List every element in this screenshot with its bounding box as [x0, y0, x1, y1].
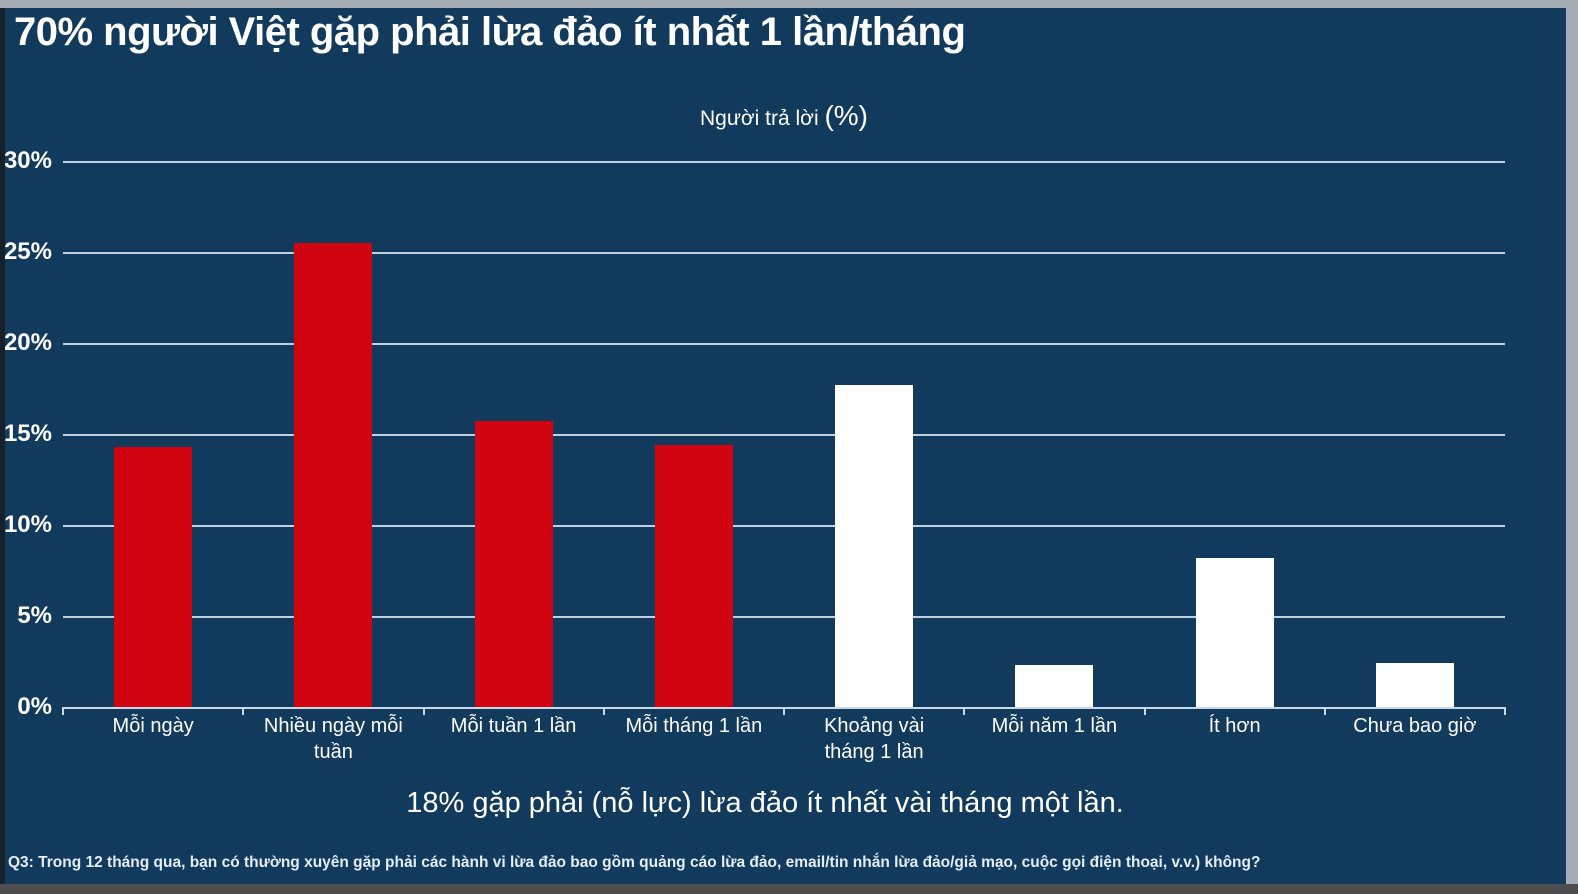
- y-tick-label-10pct: 10%: [3, 511, 52, 538]
- y-tick-label-15pct: 15%: [3, 420, 52, 447]
- x-axis-tick: [242, 707, 245, 715]
- x-category-label-3: Mỗi tuần 1 lần: [450, 715, 577, 737]
- y-tick-label-5pct: 5%: [17, 602, 52, 629]
- x-category-label-4: Mỗi tháng 1 lần: [625, 715, 763, 737]
- x-category-label-6: Mỗi năm 1 lần: [991, 715, 1118, 737]
- y-tick-label-20pct: 20%: [3, 329, 52, 356]
- x-axis-tick: [783, 707, 785, 715]
- y-tick-label-25pct: 25%: [3, 238, 52, 265]
- gridline-5pct: [63, 616, 1505, 618]
- bar-4: [654, 444, 733, 707]
- bar-1: [114, 446, 193, 707]
- footnote-question: Q3: Trong 12 tháng qua, bạn có thường xu…: [8, 854, 1261, 871]
- x-category-label-7: Ít hơn: [1208, 715, 1261, 737]
- x-axis-tick: [963, 707, 966, 715]
- x-axis-tick: [422, 707, 425, 715]
- gridline-15pct: [63, 434, 1505, 436]
- bottom-frame-strip: [0, 884, 1578, 894]
- y-tick-label-30pct: 30%: [3, 147, 52, 174]
- gridline-10pct: [63, 525, 1505, 527]
- bar-2: [294, 242, 373, 707]
- x-axis-tick: [602, 707, 605, 715]
- right-frame-strip: [1566, 0, 1578, 894]
- annotation-text: 18% gặp phải (nỗ lực) lừa đảo ít nhất và…: [406, 787, 1124, 819]
- left-frame-border: [0, 0, 5, 894]
- x-axis-tick: [1323, 707, 1326, 715]
- y-tick-label-0pct: 0%: [17, 693, 52, 720]
- gridline-25pct: [63, 252, 1505, 254]
- bar-7: [1195, 557, 1274, 707]
- x-category-label-2: Nhiều ngày mỗi tuần: [263, 715, 403, 763]
- x-axis-tick: [1143, 707, 1146, 715]
- bar-6: [1015, 665, 1094, 707]
- x-axis-tick: [62, 707, 64, 715]
- gridline-20pct: [63, 343, 1505, 345]
- x-category-label-1: Mỗi ngày: [112, 715, 194, 737]
- bar-5: [835, 384, 914, 707]
- chart-title: 70% người Việt gặp phải lừa đảo ít nhất …: [14, 10, 966, 54]
- x-category-label-5: Khoảng vài tháng 1 lần: [824, 715, 925, 763]
- bar-8: [1375, 663, 1454, 707]
- x-category-label-8: Chưa bao giờ: [1353, 715, 1477, 737]
- bar-3: [474, 421, 553, 707]
- gridline-30pct: [63, 161, 1505, 163]
- plot-area: [62, 161, 1506, 715]
- top-frame-strip: [0, 0, 1578, 8]
- y-axis-title: Người trả lời (%): [63, 100, 1505, 132]
- y-axis-title-percent: (%): [824, 100, 868, 131]
- x-axis-tick: [1504, 707, 1506, 715]
- y-axis-title-text: Người trả lời: [700, 107, 825, 130]
